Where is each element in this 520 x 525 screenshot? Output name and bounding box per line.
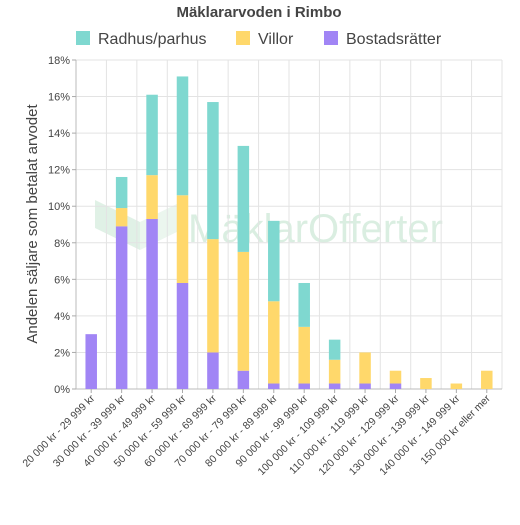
- bar-segment: [176, 76, 189, 196]
- bar-segment: [268, 220, 280, 302]
- y-tick-label: 0%: [54, 384, 70, 396]
- y-tick-label: 12%: [48, 165, 70, 177]
- bar-segment: [146, 94, 158, 176]
- bar-segment: [359, 383, 371, 389]
- bar-segment: [207, 352, 219, 389]
- y-axis-ticks: 0% 2% 4% 6% 8% 10% 12% 14% 16% 18%: [48, 55, 76, 396]
- bar-segment: [268, 383, 280, 389]
- bar-segment: [237, 145, 250, 252]
- legend-label: Radhus/parhus: [98, 31, 207, 48]
- chart-title: Mäklararvoden i Rimbo: [176, 4, 341, 21]
- bar-segment: [298, 326, 310, 384]
- bar-segment: [176, 195, 189, 283]
- bar-segment: [115, 226, 128, 389]
- bar-segment: [328, 339, 341, 360]
- y-tick-label: 18%: [48, 55, 70, 67]
- y-axis-label: Andelen säljare som betalat arvodet: [24, 104, 41, 344]
- bar-segment: [115, 176, 128, 209]
- y-tick-label: 8%: [54, 238, 70, 250]
- bar-segment: [328, 383, 341, 389]
- bar-segment: [268, 301, 280, 384]
- legend: Radhus/parhus Villor Bostadsrätter: [76, 31, 442, 48]
- bar-segment: [237, 251, 250, 371]
- watermark-logo: MäklarOfferter: [95, 200, 443, 251]
- legend-label: Villor: [258, 31, 294, 48]
- legend-swatch: [324, 31, 338, 45]
- bar-segment: [237, 370, 250, 389]
- y-tick-label: 16%: [48, 92, 70, 104]
- bar-segment: [420, 378, 432, 389]
- legend-swatch: [236, 31, 250, 45]
- bar-segment: [359, 352, 371, 384]
- bar-segment: [207, 102, 219, 240]
- bar-segment: [389, 370, 402, 384]
- bar-segment: [176, 282, 189, 389]
- watermark-text: MäklarOfferter: [188, 207, 443, 251]
- y-tick-label: 4%: [54, 311, 70, 323]
- bar-segment: [115, 208, 128, 227]
- y-tick-label: 14%: [48, 128, 70, 140]
- bar-segment: [207, 239, 219, 353]
- bar-segment: [146, 219, 158, 389]
- bar-segment: [146, 175, 158, 220]
- bar-segment: [481, 370, 493, 389]
- bar-segment: [389, 383, 402, 389]
- bar-segment: [85, 334, 97, 389]
- bar-segment: [328, 359, 341, 384]
- legend-swatch: [76, 31, 90, 45]
- y-tick-label: 10%: [48, 201, 70, 213]
- y-tick-label: 6%: [54, 274, 70, 286]
- y-tick-label: 2%: [54, 347, 70, 359]
- legend-label: Bostadsrätter: [346, 31, 442, 48]
- bar-segment: [298, 282, 310, 327]
- bar-segment: [450, 383, 463, 389]
- bars: [85, 76, 493, 389]
- bar-segment: [298, 383, 310, 389]
